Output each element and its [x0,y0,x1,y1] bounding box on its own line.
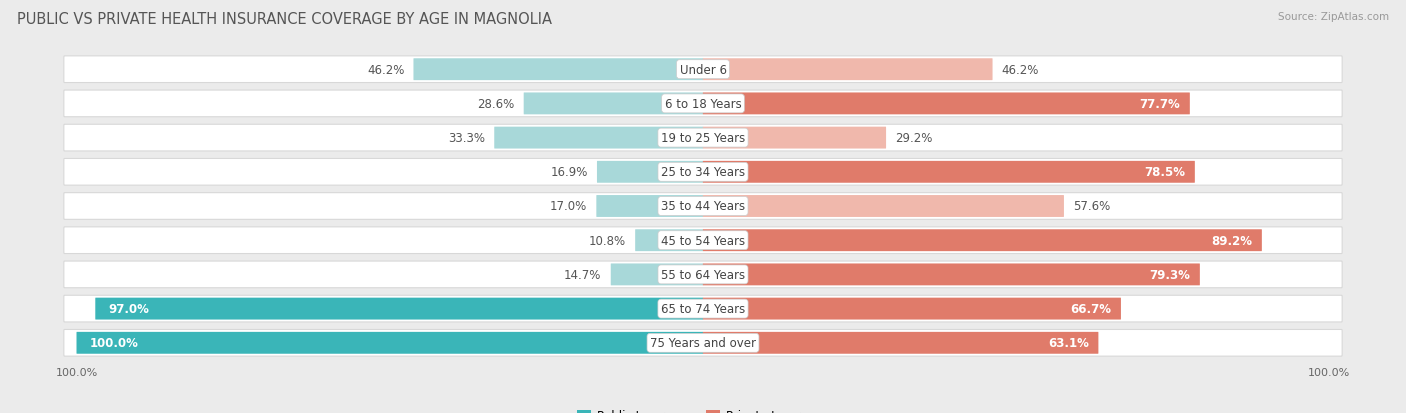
Text: PUBLIC VS PRIVATE HEALTH INSURANCE COVERAGE BY AGE IN MAGNOLIA: PUBLIC VS PRIVATE HEALTH INSURANCE COVER… [17,12,553,27]
Text: 10.8%: 10.8% [589,234,626,247]
FancyBboxPatch shape [703,127,886,149]
Legend: Public Insurance, Private Insurance: Public Insurance, Private Insurance [572,404,834,413]
Text: 14.7%: 14.7% [564,268,602,281]
Text: 16.9%: 16.9% [550,166,588,179]
Text: 29.2%: 29.2% [896,132,932,145]
Text: 28.6%: 28.6% [477,97,515,111]
FancyBboxPatch shape [523,93,703,115]
Text: 46.2%: 46.2% [367,64,405,76]
FancyBboxPatch shape [610,264,703,286]
FancyBboxPatch shape [703,196,1064,217]
Text: 75 Years and over: 75 Years and over [650,337,756,349]
FancyBboxPatch shape [96,298,703,320]
FancyBboxPatch shape [495,127,703,149]
Text: 63.1%: 63.1% [1047,337,1088,349]
FancyBboxPatch shape [703,59,993,81]
FancyBboxPatch shape [598,161,703,183]
FancyBboxPatch shape [63,193,1343,220]
FancyBboxPatch shape [636,230,703,252]
FancyBboxPatch shape [76,332,703,354]
Text: 46.2%: 46.2% [1001,64,1039,76]
Text: 79.3%: 79.3% [1149,268,1191,281]
Text: 66.7%: 66.7% [1070,302,1111,316]
Text: 78.5%: 78.5% [1144,166,1185,179]
Text: 65 to 74 Years: 65 to 74 Years [661,302,745,316]
FancyBboxPatch shape [413,59,703,81]
FancyBboxPatch shape [63,261,1343,288]
FancyBboxPatch shape [596,196,703,217]
Text: 89.2%: 89.2% [1212,234,1253,247]
FancyBboxPatch shape [703,161,1195,183]
Text: 97.0%: 97.0% [108,302,149,316]
FancyBboxPatch shape [63,296,1343,322]
Text: 77.7%: 77.7% [1139,97,1180,111]
FancyBboxPatch shape [63,227,1343,254]
FancyBboxPatch shape [703,230,1261,252]
Text: 17.0%: 17.0% [550,200,588,213]
FancyBboxPatch shape [63,91,1343,117]
Text: 6 to 18 Years: 6 to 18 Years [665,97,741,111]
Text: 100.0%: 100.0% [89,337,138,349]
FancyBboxPatch shape [63,159,1343,186]
Text: Under 6: Under 6 [679,64,727,76]
Text: 33.3%: 33.3% [449,132,485,145]
Text: 35 to 44 Years: 35 to 44 Years [661,200,745,213]
Text: 25 to 34 Years: 25 to 34 Years [661,166,745,179]
FancyBboxPatch shape [703,298,1121,320]
FancyBboxPatch shape [703,264,1199,286]
FancyBboxPatch shape [63,57,1343,83]
Text: 19 to 25 Years: 19 to 25 Years [661,132,745,145]
Text: 57.6%: 57.6% [1073,200,1111,213]
FancyBboxPatch shape [703,93,1189,115]
Text: Source: ZipAtlas.com: Source: ZipAtlas.com [1278,12,1389,22]
FancyBboxPatch shape [63,125,1343,152]
FancyBboxPatch shape [703,332,1098,354]
FancyBboxPatch shape [63,330,1343,356]
Text: 55 to 64 Years: 55 to 64 Years [661,268,745,281]
Text: 45 to 54 Years: 45 to 54 Years [661,234,745,247]
